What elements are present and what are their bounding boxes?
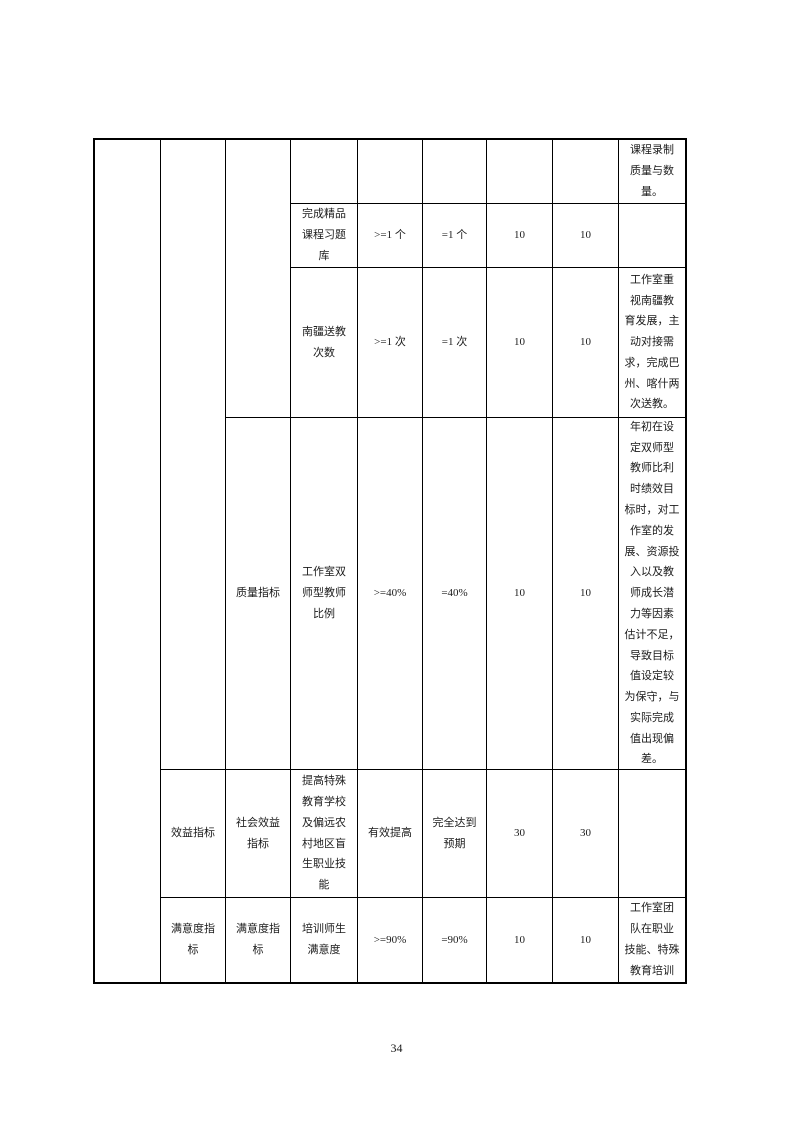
cell-indicator-name: 提高特殊 教育学校 及偏远农 村地区盲 生职业技 能: [291, 770, 358, 898]
merged-empty-cell-category: [161, 140, 226, 770]
cell-score: 30: [487, 770, 553, 898]
cell-score: [487, 140, 553, 204]
performance-indicator-table: 课程录制 质量与数 量。 完成精品 课程习题 库 >=1 个 =1 个 10 1…: [93, 138, 687, 984]
cell-remark: [619, 770, 685, 898]
cell-actual-value: 完全达到 预期: [423, 770, 487, 898]
cell-target-value: >=1 个: [358, 204, 423, 268]
cell-remark: 课程录制 质量与数 量。: [619, 140, 685, 204]
cell-indicator-name: 完成精品 课程习题 库: [291, 204, 358, 268]
merged-empty-cell-group-column: [95, 140, 161, 982]
cell-indicator-name: 培训师生 满意度: [291, 898, 358, 982]
cell-score: 10: [487, 204, 553, 268]
cell-score: [553, 140, 619, 204]
cell-actual-value: =1 个: [423, 204, 487, 268]
cell-target-value: >=1 次: [358, 268, 423, 418]
cell-actual-value: =40%: [423, 418, 487, 770]
cell-subcategory: 满意度指 标: [226, 898, 291, 982]
cell-target-value: >=40%: [358, 418, 423, 770]
cell-score: 10: [487, 418, 553, 770]
cell-remark: [619, 204, 685, 268]
cell-indicator-name: [291, 140, 358, 204]
cell-indicator-name: 南疆送教 次数: [291, 268, 358, 418]
cell-target-value: >=90%: [358, 898, 423, 982]
cell-score: 30: [553, 770, 619, 898]
cell-subcategory: 质量指标: [226, 418, 291, 770]
cell-score: 10: [553, 204, 619, 268]
cell-actual-value: [423, 140, 487, 204]
cell-remark: 年初在设 定双师型 教师比利 时绩效目 标时，对工 作室的发 展、资源投 入以及…: [619, 418, 685, 770]
cell-indicator-name: 工作室双 师型教师 比例: [291, 418, 358, 770]
cell-category: 效益指标: [161, 770, 226, 898]
cell-remark: 工作室重 视南疆教 育发展，主 动对接需 求，完成巴 州、喀什两 次送教。: [619, 268, 685, 418]
cell-score: 10: [487, 898, 553, 982]
cell-subcategory: 社会效益 指标: [226, 770, 291, 898]
cell-target-value: [358, 140, 423, 204]
cell-score: 10: [487, 268, 553, 418]
cell-remark: 工作室团 队在职业 技能、特殊 教育培训: [624, 902, 680, 977]
cell-score: 10: [553, 898, 619, 982]
cell-score: 10: [553, 418, 619, 770]
cell-category: 满意度指 标: [161, 898, 226, 982]
cell-actual-value: =90%: [423, 898, 487, 982]
cell-actual-value: =1 次: [423, 268, 487, 418]
merged-empty-cell-subcategory: [226, 140, 291, 418]
page-number: 34: [390, 1041, 403, 1055]
cell-target-value: 有效提高: [358, 770, 423, 898]
cell-score: 10: [553, 268, 619, 418]
